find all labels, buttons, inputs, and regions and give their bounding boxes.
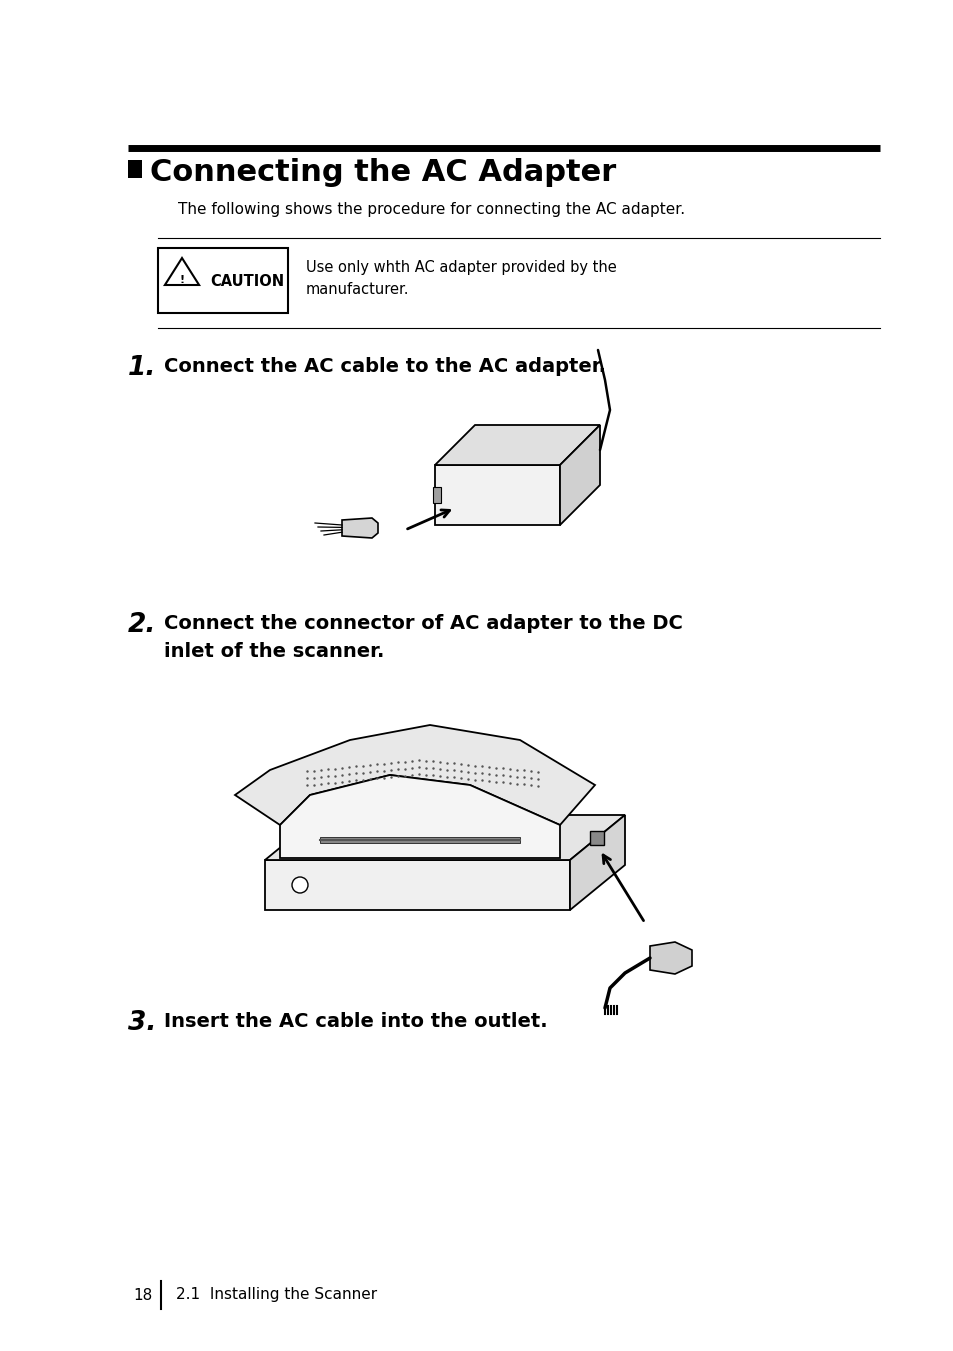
Text: 3.: 3. bbox=[128, 1011, 156, 1036]
Text: inlet of the scanner.: inlet of the scanner. bbox=[164, 642, 384, 661]
Text: 2.1  Installing the Scanner: 2.1 Installing the Scanner bbox=[175, 1288, 376, 1302]
Polygon shape bbox=[435, 465, 559, 526]
Text: 2.: 2. bbox=[128, 612, 156, 638]
Polygon shape bbox=[649, 942, 691, 974]
Text: 1.: 1. bbox=[128, 355, 156, 381]
Text: CAUTION: CAUTION bbox=[210, 274, 284, 289]
Text: manufacturer.: manufacturer. bbox=[306, 282, 409, 297]
Polygon shape bbox=[234, 725, 595, 825]
Polygon shape bbox=[265, 815, 624, 861]
Text: Connect the AC cable to the AC adapter.: Connect the AC cable to the AC adapter. bbox=[164, 357, 605, 376]
FancyBboxPatch shape bbox=[158, 249, 288, 313]
Text: The following shows the procedure for connecting the AC adapter.: The following shows the procedure for co… bbox=[178, 203, 684, 218]
Text: Connecting the AC Adapter: Connecting the AC Adapter bbox=[150, 158, 616, 186]
Polygon shape bbox=[265, 861, 569, 911]
Bar bbox=[433, 486, 440, 503]
Text: Use only whth AC adapter provided by the: Use only whth AC adapter provided by the bbox=[306, 259, 616, 276]
Bar bbox=[319, 838, 519, 843]
Polygon shape bbox=[280, 775, 559, 858]
Polygon shape bbox=[569, 815, 624, 911]
Text: Insert the AC cable into the outlet.: Insert the AC cable into the outlet. bbox=[164, 1012, 547, 1031]
Bar bbox=[128, 159, 142, 178]
Text: Connect the connector of AC adapter to the DC: Connect the connector of AC adapter to t… bbox=[164, 613, 682, 634]
Polygon shape bbox=[435, 426, 599, 465]
Polygon shape bbox=[341, 517, 377, 538]
Bar bbox=[589, 831, 603, 844]
Polygon shape bbox=[559, 426, 599, 526]
Circle shape bbox=[292, 877, 308, 893]
Text: 18: 18 bbox=[132, 1288, 152, 1302]
Text: !: ! bbox=[179, 276, 184, 285]
